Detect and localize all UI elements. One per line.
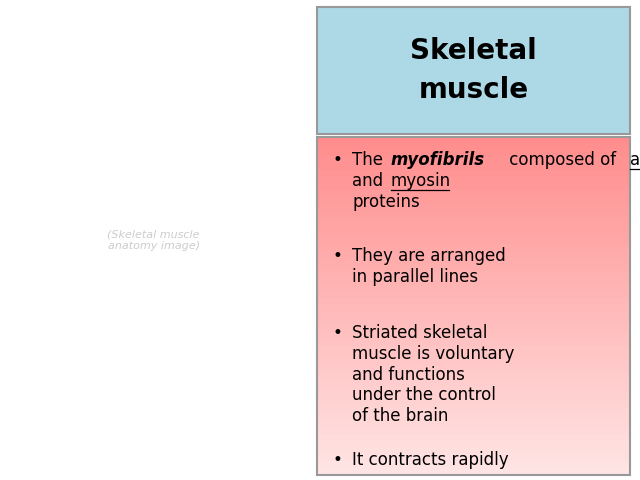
Bar	[317, 271, 630, 279]
Text: of the brain: of the brain	[352, 408, 449, 425]
Text: myosin: myosin	[390, 172, 451, 190]
Text: muscle is voluntary: muscle is voluntary	[352, 345, 515, 363]
Bar	[317, 190, 630, 198]
Text: •: •	[333, 451, 342, 469]
Bar	[317, 447, 630, 455]
Text: under the control: under the control	[352, 386, 496, 405]
Bar	[317, 244, 630, 252]
Bar	[317, 156, 630, 164]
Bar	[317, 386, 630, 394]
Text: •: •	[333, 324, 342, 342]
Bar	[317, 204, 630, 211]
Text: in parallel lines: in parallel lines	[352, 268, 478, 286]
Text: Striated skeletal: Striated skeletal	[352, 324, 488, 342]
Bar	[317, 230, 630, 239]
Bar	[317, 278, 630, 286]
Bar	[317, 238, 630, 245]
Bar	[317, 332, 630, 340]
Bar	[317, 217, 630, 225]
Bar	[317, 312, 630, 320]
Bar	[317, 177, 630, 184]
Bar	[0, 0, 317, 480]
Bar	[317, 319, 630, 326]
Bar	[317, 210, 630, 218]
Bar	[317, 413, 630, 421]
Bar	[317, 224, 630, 231]
Bar	[317, 291, 630, 299]
Bar	[317, 264, 630, 272]
Bar	[317, 298, 630, 306]
Bar	[317, 407, 630, 414]
Bar	[317, 461, 630, 468]
Bar	[317, 372, 630, 381]
Bar	[317, 359, 630, 367]
Text: The: The	[352, 151, 388, 169]
Text: •: •	[333, 247, 342, 265]
Bar	[317, 325, 630, 333]
Text: actin: actin	[630, 151, 640, 169]
Bar	[317, 170, 630, 178]
Bar	[317, 339, 630, 347]
Bar	[317, 393, 630, 401]
Bar	[317, 454, 630, 462]
Bar	[317, 136, 630, 144]
Bar	[317, 366, 630, 373]
Bar	[317, 346, 630, 353]
Bar	[317, 352, 630, 360]
Text: composed of: composed of	[504, 151, 621, 169]
Bar	[317, 183, 630, 191]
Text: and: and	[352, 172, 388, 190]
Bar	[317, 305, 630, 313]
FancyBboxPatch shape	[317, 7, 630, 134]
Bar	[317, 380, 630, 387]
Bar	[317, 433, 630, 442]
Bar	[317, 468, 630, 475]
Text: •: •	[333, 151, 342, 169]
Text: myofibrils: myofibrils	[390, 151, 484, 169]
Text: (Skeletal muscle
anatomy image): (Skeletal muscle anatomy image)	[108, 229, 200, 251]
Bar	[317, 258, 630, 265]
Bar	[317, 285, 630, 292]
Bar	[317, 143, 630, 150]
Bar	[317, 400, 630, 408]
Bar	[317, 441, 630, 448]
Text: proteins: proteins	[352, 193, 420, 211]
Text: It contracts rapidly: It contracts rapidly	[352, 451, 509, 469]
Text: They are arranged: They are arranged	[352, 247, 506, 265]
Bar	[317, 420, 630, 428]
Bar	[317, 197, 630, 204]
Bar	[317, 427, 630, 434]
Text: and functions: and functions	[352, 366, 465, 384]
Bar	[317, 251, 630, 259]
Bar	[317, 163, 630, 171]
Text: Skeletal
muscle: Skeletal muscle	[410, 37, 537, 104]
Bar	[317, 149, 630, 157]
